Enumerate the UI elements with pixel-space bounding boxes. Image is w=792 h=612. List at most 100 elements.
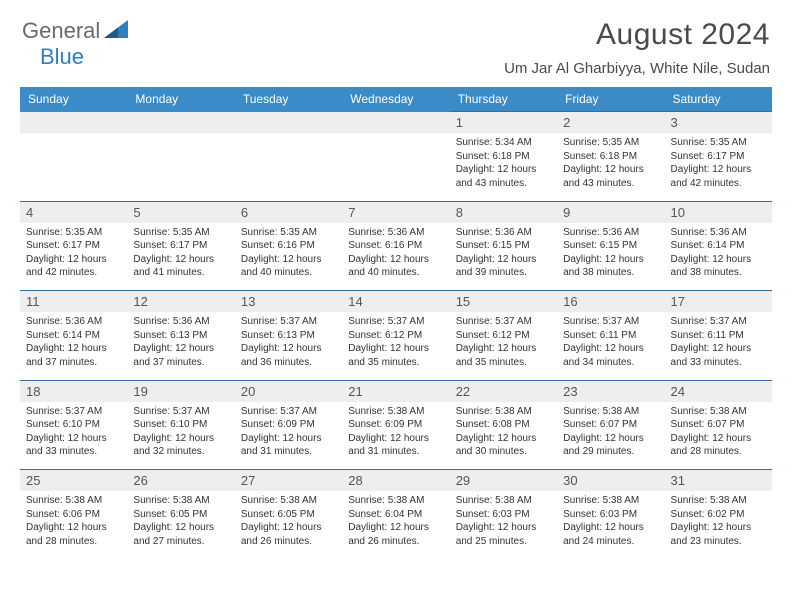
sunset-line: Sunset: 6:09 PM xyxy=(348,418,443,432)
header-right: August 2024 Um Jar Al Gharbiyya, White N… xyxy=(504,18,770,83)
logo-triangle-icon xyxy=(104,20,128,43)
day-number-cell: 17 xyxy=(665,291,772,313)
day-content-cell: Sunrise: 5:37 AMSunset: 6:10 PMDaylight:… xyxy=(127,402,234,470)
daylight-line: Daylight: 12 hours and 26 minutes. xyxy=(241,521,336,548)
sunrise-line: Sunrise: 5:38 AM xyxy=(26,494,121,508)
day-number-cell: 15 xyxy=(450,291,557,313)
daylight-line: Daylight: 12 hours and 26 minutes. xyxy=(348,521,443,548)
sunset-line: Sunset: 6:11 PM xyxy=(671,329,766,343)
day-number-cell: 18 xyxy=(20,380,127,402)
sunrise-line: Sunrise: 5:38 AM xyxy=(456,494,551,508)
day-number-cell: 7 xyxy=(342,201,449,223)
day-number-cell: 24 xyxy=(665,380,772,402)
day-content-cell: Sunrise: 5:37 AMSunset: 6:10 PMDaylight:… xyxy=(20,402,127,470)
sunset-line: Sunset: 6:15 PM xyxy=(456,239,551,253)
daycontent-row: Sunrise: 5:37 AMSunset: 6:10 PMDaylight:… xyxy=(20,402,772,470)
sunrise-line: Sunrise: 5:38 AM xyxy=(563,494,658,508)
sunset-line: Sunset: 6:03 PM xyxy=(563,508,658,522)
sunrise-line: Sunrise: 5:37 AM xyxy=(671,315,766,329)
day-content-cell: Sunrise: 5:38 AMSunset: 6:07 PMDaylight:… xyxy=(665,402,772,470)
day-content-cell: Sunrise: 5:38 AMSunset: 6:03 PMDaylight:… xyxy=(557,491,664,559)
sunrise-line: Sunrise: 5:38 AM xyxy=(241,494,336,508)
sunset-line: Sunset: 6:16 PM xyxy=(348,239,443,253)
day-content-cell: Sunrise: 5:38 AMSunset: 6:06 PMDaylight:… xyxy=(20,491,127,559)
day-number-cell: 12 xyxy=(127,291,234,313)
day-number-cell xyxy=(20,112,127,134)
sunrise-line: Sunrise: 5:38 AM xyxy=(133,494,228,508)
daylight-line: Daylight: 12 hours and 37 minutes. xyxy=(133,342,228,369)
day-content-cell: Sunrise: 5:38 AMSunset: 6:09 PMDaylight:… xyxy=(342,402,449,470)
logo-text-blue: Blue xyxy=(40,44,84,69)
daylight-line: Daylight: 12 hours and 29 minutes. xyxy=(563,432,658,459)
logo: General xyxy=(22,18,130,44)
daynum-row: 25262728293031 xyxy=(20,470,772,492)
day-number-cell: 26 xyxy=(127,470,234,492)
day-number-cell: 9 xyxy=(557,201,664,223)
sunrise-line: Sunrise: 5:36 AM xyxy=(133,315,228,329)
day-number-cell xyxy=(127,112,234,134)
daylight-line: Daylight: 12 hours and 39 minutes. xyxy=(456,253,551,280)
daylight-line: Daylight: 12 hours and 32 minutes. xyxy=(133,432,228,459)
daylight-line: Daylight: 12 hours and 33 minutes. xyxy=(26,432,121,459)
daylight-line: Daylight: 12 hours and 40 minutes. xyxy=(241,253,336,280)
sunrise-line: Sunrise: 5:37 AM xyxy=(241,405,336,419)
sunset-line: Sunset: 6:08 PM xyxy=(456,418,551,432)
day-number-cell: 20 xyxy=(235,380,342,402)
day-content-cell: Sunrise: 5:37 AMSunset: 6:11 PMDaylight:… xyxy=(665,312,772,380)
daynum-row: 45678910 xyxy=(20,201,772,223)
day-content-cell: Sunrise: 5:37 AMSunset: 6:12 PMDaylight:… xyxy=(342,312,449,380)
sunrise-line: Sunrise: 5:36 AM xyxy=(348,226,443,240)
daylight-line: Daylight: 12 hours and 31 minutes. xyxy=(348,432,443,459)
day-number-cell: 13 xyxy=(235,291,342,313)
sunset-line: Sunset: 6:07 PM xyxy=(671,418,766,432)
sunrise-line: Sunrise: 5:37 AM xyxy=(241,315,336,329)
sunrise-line: Sunrise: 5:38 AM xyxy=(563,405,658,419)
sunset-line: Sunset: 6:12 PM xyxy=(456,329,551,343)
sunset-line: Sunset: 6:13 PM xyxy=(241,329,336,343)
daycontent-row: Sunrise: 5:36 AMSunset: 6:14 PMDaylight:… xyxy=(20,312,772,380)
day-content-cell: Sunrise: 5:37 AMSunset: 6:13 PMDaylight:… xyxy=(235,312,342,380)
sunset-line: Sunset: 6:05 PM xyxy=(133,508,228,522)
sunset-line: Sunset: 6:13 PM xyxy=(133,329,228,343)
daylight-line: Daylight: 12 hours and 42 minutes. xyxy=(26,253,121,280)
daycontent-row: Sunrise: 5:34 AMSunset: 6:18 PMDaylight:… xyxy=(20,133,772,201)
sunset-line: Sunset: 6:02 PM xyxy=(671,508,766,522)
dow-header-row: SundayMondayTuesdayWednesdayThursdayFrid… xyxy=(20,87,772,112)
sunrise-line: Sunrise: 5:35 AM xyxy=(241,226,336,240)
daylight-line: Daylight: 12 hours and 31 minutes. xyxy=(241,432,336,459)
day-content-cell: Sunrise: 5:35 AMSunset: 6:17 PMDaylight:… xyxy=(20,223,127,291)
sunrise-line: Sunrise: 5:38 AM xyxy=(348,494,443,508)
sunrise-line: Sunrise: 5:35 AM xyxy=(133,226,228,240)
day-content-cell xyxy=(342,133,449,201)
sunset-line: Sunset: 6:07 PM xyxy=(563,418,658,432)
day-content-cell: Sunrise: 5:38 AMSunset: 6:04 PMDaylight:… xyxy=(342,491,449,559)
daycontent-row: Sunrise: 5:38 AMSunset: 6:06 PMDaylight:… xyxy=(20,491,772,559)
day-number-cell: 2 xyxy=(557,112,664,134)
daycontent-row: Sunrise: 5:35 AMSunset: 6:17 PMDaylight:… xyxy=(20,223,772,291)
day-content-cell: Sunrise: 5:36 AMSunset: 6:14 PMDaylight:… xyxy=(665,223,772,291)
daylight-line: Daylight: 12 hours and 38 minutes. xyxy=(563,253,658,280)
day-number-cell: 3 xyxy=(665,112,772,134)
day-number-cell: 19 xyxy=(127,380,234,402)
daylight-line: Daylight: 12 hours and 36 minutes. xyxy=(241,342,336,369)
location-label: Um Jar Al Gharbiyya, White Nile, Sudan xyxy=(504,60,770,77)
sunrise-line: Sunrise: 5:37 AM xyxy=(133,405,228,419)
sunset-line: Sunset: 6:14 PM xyxy=(26,329,121,343)
sunrise-line: Sunrise: 5:36 AM xyxy=(26,315,121,329)
day-content-cell: Sunrise: 5:36 AMSunset: 6:14 PMDaylight:… xyxy=(20,312,127,380)
day-content-cell xyxy=(20,133,127,201)
sunset-line: Sunset: 6:09 PM xyxy=(241,418,336,432)
sunset-line: Sunset: 6:17 PM xyxy=(26,239,121,253)
day-content-cell xyxy=(127,133,234,201)
day-number-cell: 30 xyxy=(557,470,664,492)
logo-text-general: General xyxy=(22,18,100,44)
dow-header-cell: Sunday xyxy=(20,87,127,112)
sunrise-line: Sunrise: 5:38 AM xyxy=(671,405,766,419)
day-number-cell: 22 xyxy=(450,380,557,402)
daylight-line: Daylight: 12 hours and 24 minutes. xyxy=(563,521,658,548)
day-content-cell: Sunrise: 5:36 AMSunset: 6:13 PMDaylight:… xyxy=(127,312,234,380)
daylight-line: Daylight: 12 hours and 43 minutes. xyxy=(563,163,658,190)
day-number-cell: 6 xyxy=(235,201,342,223)
day-content-cell: Sunrise: 5:37 AMSunset: 6:11 PMDaylight:… xyxy=(557,312,664,380)
day-content-cell: Sunrise: 5:35 AMSunset: 6:18 PMDaylight:… xyxy=(557,133,664,201)
